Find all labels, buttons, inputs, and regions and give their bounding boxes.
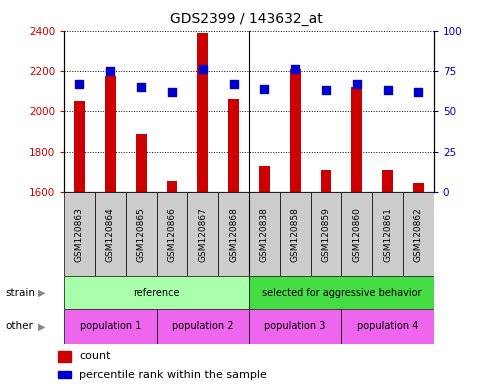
Bar	[341, 192, 372, 276]
Text: count: count	[79, 351, 110, 361]
Bar	[64, 309, 157, 344]
Bar	[249, 276, 434, 309]
Text: GSM120860: GSM120860	[352, 207, 361, 262]
Point	[230, 81, 238, 87]
Bar	[126, 192, 157, 276]
Point	[106, 68, 114, 74]
Text: GSM120867: GSM120867	[198, 207, 207, 262]
Text: GSM120863: GSM120863	[75, 207, 84, 262]
Point	[168, 89, 176, 95]
Bar	[74, 101, 85, 384]
Bar	[105, 76, 116, 384]
Text: GSM120862: GSM120862	[414, 207, 423, 262]
Text: percentile rank within the sample: percentile rank within the sample	[79, 369, 267, 379]
Bar	[64, 192, 95, 276]
Text: population 2: population 2	[172, 321, 234, 331]
Point	[260, 86, 268, 92]
Point	[415, 89, 423, 95]
Text: GSM120861: GSM120861	[383, 207, 392, 262]
Text: GSM120838: GSM120838	[260, 207, 269, 262]
Text: GSM120864: GSM120864	[106, 207, 115, 262]
Bar	[197, 33, 208, 384]
Point	[137, 84, 145, 90]
Bar	[341, 309, 434, 344]
Text: reference: reference	[133, 288, 180, 298]
Bar	[372, 192, 403, 276]
Bar	[64, 276, 249, 309]
Text: population 4: population 4	[357, 321, 418, 331]
Bar	[58, 371, 71, 378]
Text: GSM120858: GSM120858	[291, 207, 300, 262]
Bar	[228, 99, 239, 384]
Bar	[218, 192, 249, 276]
Bar	[136, 134, 146, 384]
Text: GSM120865: GSM120865	[137, 207, 145, 262]
Bar	[320, 170, 331, 384]
Point	[75, 81, 83, 87]
Text: GSM120866: GSM120866	[168, 207, 176, 262]
Text: population 1: population 1	[80, 321, 141, 331]
Text: ▶: ▶	[38, 321, 46, 331]
Bar	[290, 69, 301, 384]
Point	[199, 66, 207, 73]
Bar	[157, 192, 187, 276]
Bar	[403, 192, 434, 276]
Bar	[259, 166, 270, 384]
Text: GSM120868: GSM120868	[229, 207, 238, 262]
Bar	[249, 192, 280, 276]
Bar	[311, 192, 341, 276]
Text: selected for aggressive behavior: selected for aggressive behavior	[262, 288, 421, 298]
Bar	[58, 351, 71, 362]
Point	[353, 81, 361, 87]
Bar	[352, 87, 362, 384]
Bar	[167, 181, 177, 384]
Point	[291, 66, 299, 73]
Text: strain: strain	[5, 288, 35, 298]
Bar	[413, 183, 424, 384]
Bar	[187, 192, 218, 276]
Bar	[249, 309, 341, 344]
Bar	[280, 192, 311, 276]
Text: population 3: population 3	[265, 321, 326, 331]
Bar	[157, 309, 249, 344]
Bar	[95, 192, 126, 276]
Text: other: other	[5, 321, 33, 331]
Text: ▶: ▶	[38, 288, 46, 298]
Text: GSM120859: GSM120859	[321, 207, 330, 262]
Bar	[382, 170, 393, 384]
Point	[322, 87, 330, 93]
Point	[384, 87, 391, 93]
Text: GDS2399 / 143632_at: GDS2399 / 143632_at	[170, 12, 323, 25]
